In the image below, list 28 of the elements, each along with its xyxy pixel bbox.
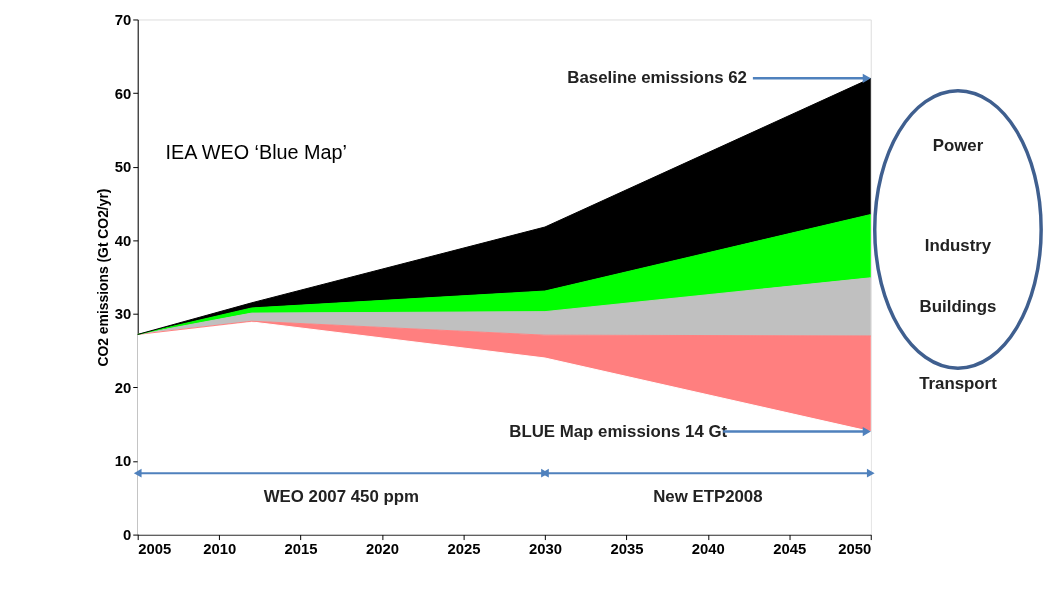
- y-tick-label: 60: [114, 85, 132, 102]
- x-tick-label: 2035: [610, 540, 644, 557]
- y-tick-label: 40: [114, 232, 132, 249]
- x-tick-label: 2030: [528, 540, 562, 557]
- annotation: WEO 2007 450 ppm: [263, 486, 419, 506]
- annotation: New ETP2008: [653, 486, 763, 506]
- annotation: Baseline emissions 62: [567, 68, 747, 88]
- x-tick-label: 2050: [838, 540, 872, 557]
- x-tick-label: 2020: [366, 540, 400, 557]
- y-tick-label: 0: [122, 527, 132, 544]
- x-tick-label: 2040: [691, 540, 725, 557]
- y-tick-label: 70: [114, 11, 132, 28]
- annotation: BLUE Map emissions 14 Gt: [509, 421, 728, 441]
- x-tick-label: 2025: [447, 540, 481, 557]
- x-tick-label: 2005: [138, 540, 172, 557]
- x-tick-label: 2010: [203, 540, 237, 557]
- y-tick-label: 30: [114, 306, 132, 323]
- text: Buildings: [919, 296, 997, 316]
- text: Transport: [919, 373, 998, 393]
- annotation: IEA WEO ‘Blue Map’: [165, 141, 347, 164]
- y-tick-label: 50: [114, 159, 132, 176]
- x-tick-label: 2015: [284, 540, 318, 557]
- x-tick-label: 2045: [773, 540, 807, 557]
- y-axis-title: CO2 emissions (Gt CO2/yr): [94, 188, 111, 367]
- y-tick-label: 10: [114, 453, 132, 470]
- text: Industry: [924, 236, 992, 256]
- text: Power: [932, 136, 984, 156]
- y-tick-label: 20: [114, 379, 132, 396]
